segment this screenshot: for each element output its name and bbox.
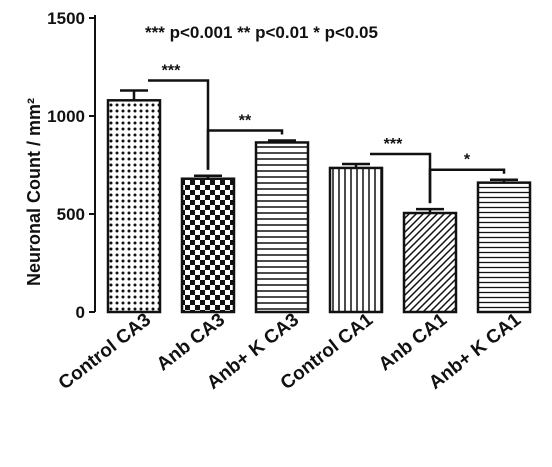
bar: [106, 99, 162, 314]
significance-label: *: [464, 152, 471, 169]
significance-bracket: [428, 168, 506, 204]
y-axis-label: Neuronal Count / mm²: [24, 98, 44, 286]
significance-bracket: [206, 129, 284, 170]
bar: [180, 177, 236, 314]
y-tick-label: 0: [76, 303, 85, 322]
significance-label: ***: [384, 136, 403, 153]
bars-group: [106, 89, 532, 314]
bar: [328, 166, 384, 314]
significance-label: **: [239, 113, 252, 130]
significance-label: ***: [162, 63, 181, 80]
bar: [476, 181, 532, 314]
x-tick-label: Control CA3: [55, 309, 155, 394]
y-tick-label: 1000: [47, 107, 85, 126]
y-tick-label: 1500: [47, 9, 85, 28]
bar: [402, 211, 458, 314]
bar: [254, 141, 310, 314]
axes: 0 500 1000 1500: [47, 9, 96, 322]
chart-title: *** p<0.001 ** p<0.01 * p<0.05: [145, 23, 378, 42]
significance-group: *********: [148, 63, 506, 204]
y-tick-label: 500: [57, 205, 85, 224]
